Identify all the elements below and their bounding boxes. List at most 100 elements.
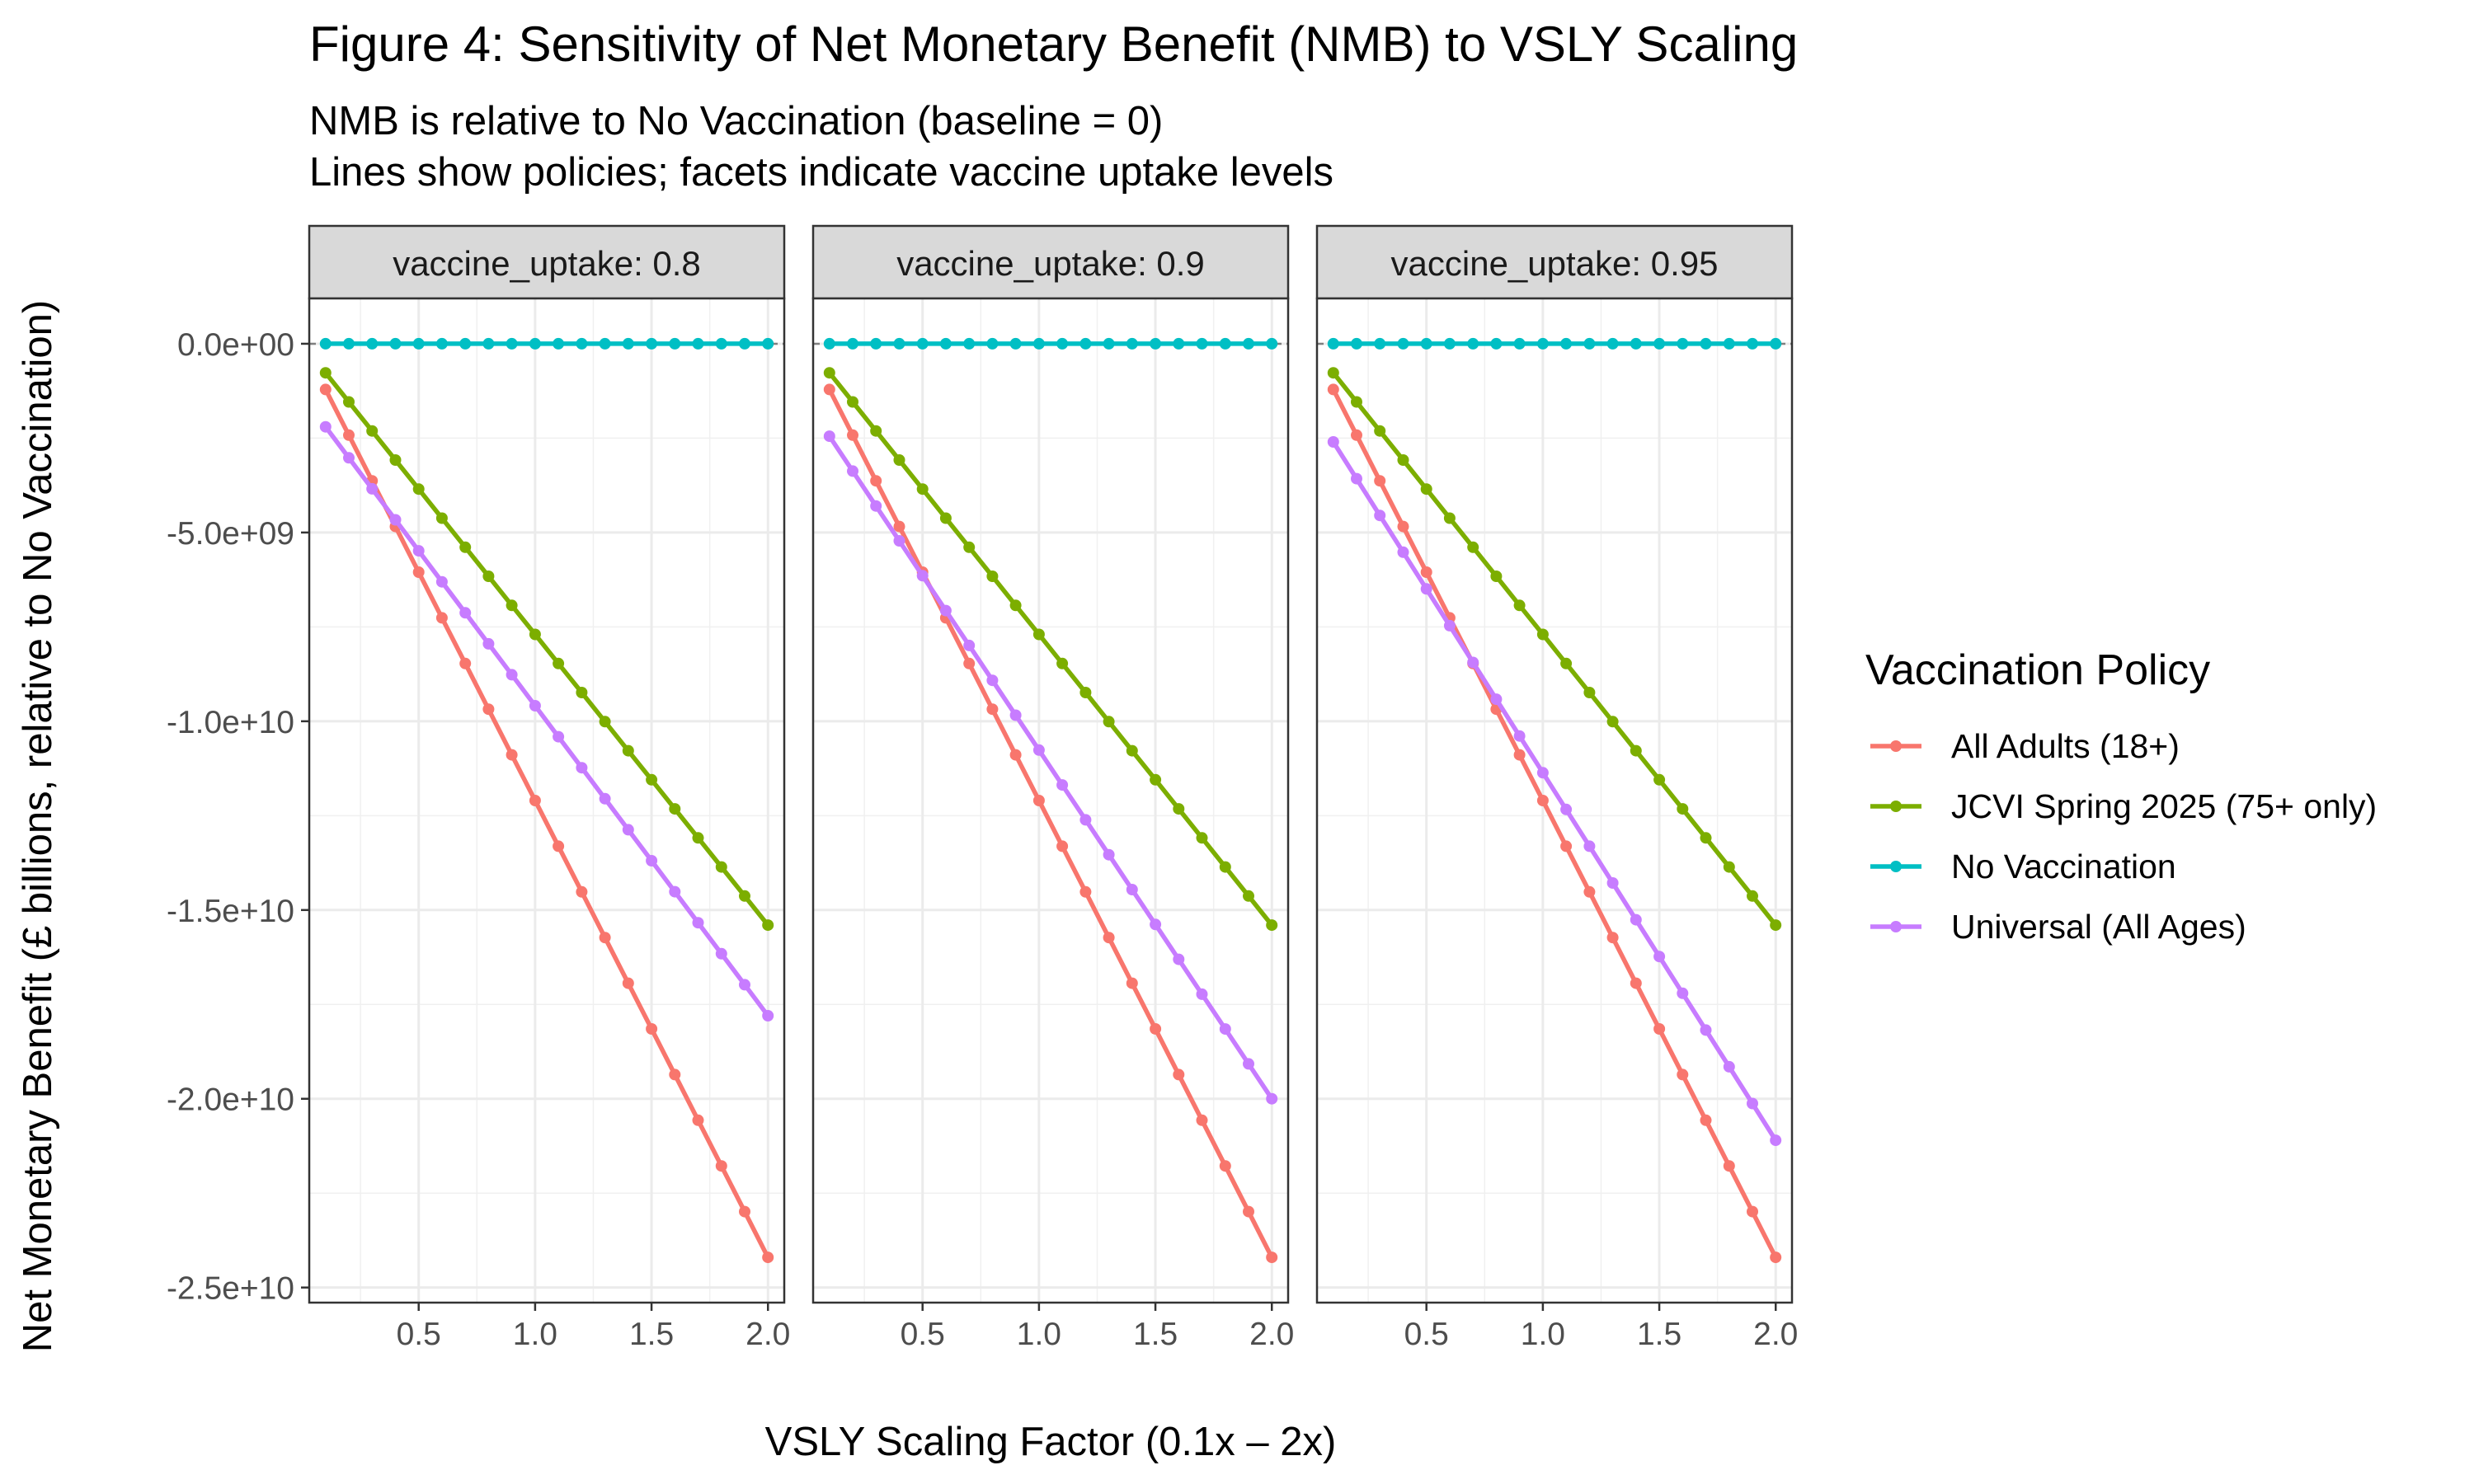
data-point <box>893 520 905 533</box>
data-point <box>1747 1097 1758 1110</box>
y-tick-label: 0.0e+00 <box>177 327 294 363</box>
data-point <box>1009 709 1022 721</box>
data-point <box>1032 337 1045 350</box>
data-point <box>1351 396 1362 408</box>
data-point <box>739 890 750 902</box>
data-point <box>1560 840 1573 852</box>
series-group <box>319 420 774 1021</box>
data-point <box>389 337 402 350</box>
data-point <box>1467 541 1479 553</box>
data-point <box>1327 383 1339 396</box>
x-tick-label: 0.5 <box>901 1317 945 1352</box>
data-point <box>1770 337 1782 350</box>
data-point <box>1397 546 1409 558</box>
data-point <box>459 337 472 350</box>
data-point <box>692 832 704 844</box>
data-point <box>1103 716 1115 728</box>
data-point <box>1079 687 1092 698</box>
data-point <box>1513 749 1526 761</box>
data-point <box>529 700 541 711</box>
data-point <box>343 429 355 441</box>
data-point <box>389 454 402 466</box>
data-point <box>482 337 495 350</box>
data-point <box>599 932 611 944</box>
data-point <box>389 514 402 526</box>
data-point <box>366 482 379 495</box>
data-point <box>506 669 518 681</box>
data-point <box>762 337 774 350</box>
data-point <box>1243 1205 1254 1218</box>
data-point <box>1490 693 1503 706</box>
series-group <box>823 337 1278 350</box>
facet-strip <box>811 224 1290 300</box>
panel-border <box>811 297 1290 1304</box>
data-point <box>1150 918 1162 931</box>
data-point <box>847 429 858 441</box>
data-point <box>1700 832 1712 844</box>
data-point <box>1677 1068 1689 1081</box>
data-point <box>847 396 858 408</box>
data-point <box>622 824 634 836</box>
legend-item: JCVI Spring 2025 (75+ only) <box>1870 787 2377 825</box>
data-point <box>715 947 727 960</box>
y-tick-label: -2.0e+10 <box>167 1082 294 1118</box>
data-point <box>1173 1068 1185 1081</box>
data-point <box>692 917 704 929</box>
data-point <box>1126 977 1138 989</box>
data-point <box>1653 773 1666 786</box>
data-point <box>1583 687 1596 698</box>
data-point <box>1420 566 1432 578</box>
series-line <box>827 371 1274 927</box>
series-line <box>827 434 1274 1101</box>
data-point <box>1374 510 1386 522</box>
data-point <box>1196 337 1208 350</box>
data-point <box>1770 1134 1782 1147</box>
facet-strip <box>1315 224 1794 300</box>
data-point <box>847 337 858 350</box>
data-point <box>1243 1058 1254 1070</box>
data-point <box>1747 890 1758 902</box>
data-point <box>529 795 541 806</box>
data-point <box>939 337 952 350</box>
data-point <box>576 687 588 698</box>
data-point <box>762 1252 774 1264</box>
data-point <box>939 512 952 524</box>
data-point <box>1630 913 1642 926</box>
data-point <box>482 703 495 716</box>
legend-label: No Vaccination <box>1951 848 2176 885</box>
data-point <box>870 337 882 350</box>
data-point <box>1770 919 1782 932</box>
data-point <box>1536 337 1549 350</box>
series-line <box>1331 371 1778 927</box>
data-point <box>435 612 448 624</box>
series-group <box>319 367 774 932</box>
data-point <box>1723 1060 1735 1073</box>
data-point <box>1374 425 1386 437</box>
series-line <box>323 371 770 927</box>
y-tick-label: -1.5e+10 <box>167 894 294 929</box>
data-point <box>916 483 929 495</box>
facet-panels: vaccine_uptake: 0.80.5 1.0 1.5 2.0vaccine_u… <box>308 224 1798 1352</box>
data-point <box>669 1068 681 1081</box>
data-point <box>459 541 472 553</box>
legend-item: No Vaccination <box>1870 848 2176 885</box>
facet-strip <box>308 224 786 300</box>
data-point <box>1126 884 1138 895</box>
x-tick-label: 0.5 <box>397 1317 441 1352</box>
legend-item: All Adults (18+) <box>1870 727 2180 765</box>
data-point <box>1420 583 1432 595</box>
data-point <box>343 337 355 350</box>
data-point <box>553 337 565 350</box>
data-point <box>1150 773 1162 786</box>
data-point <box>1219 1160 1231 1172</box>
data-point <box>1103 848 1115 861</box>
data-point <box>1606 337 1619 350</box>
data-point <box>986 703 999 716</box>
data-point <box>646 337 658 350</box>
chart-subtitle-line-1: NMB is relative to No Vaccination (basel… <box>309 99 1163 143</box>
data-point <box>412 337 425 350</box>
data-point <box>1536 767 1549 779</box>
data-point <box>435 337 448 350</box>
data-point <box>1653 337 1666 350</box>
data-point <box>823 367 835 379</box>
